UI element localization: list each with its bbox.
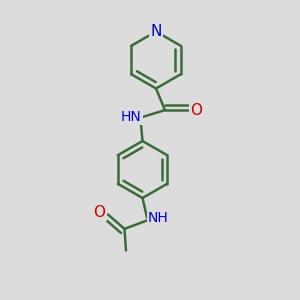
Text: HN: HN xyxy=(121,110,142,124)
Text: NH: NH xyxy=(148,211,169,224)
Text: O: O xyxy=(94,205,106,220)
Text: O: O xyxy=(190,103,202,118)
Text: N: N xyxy=(150,24,162,39)
